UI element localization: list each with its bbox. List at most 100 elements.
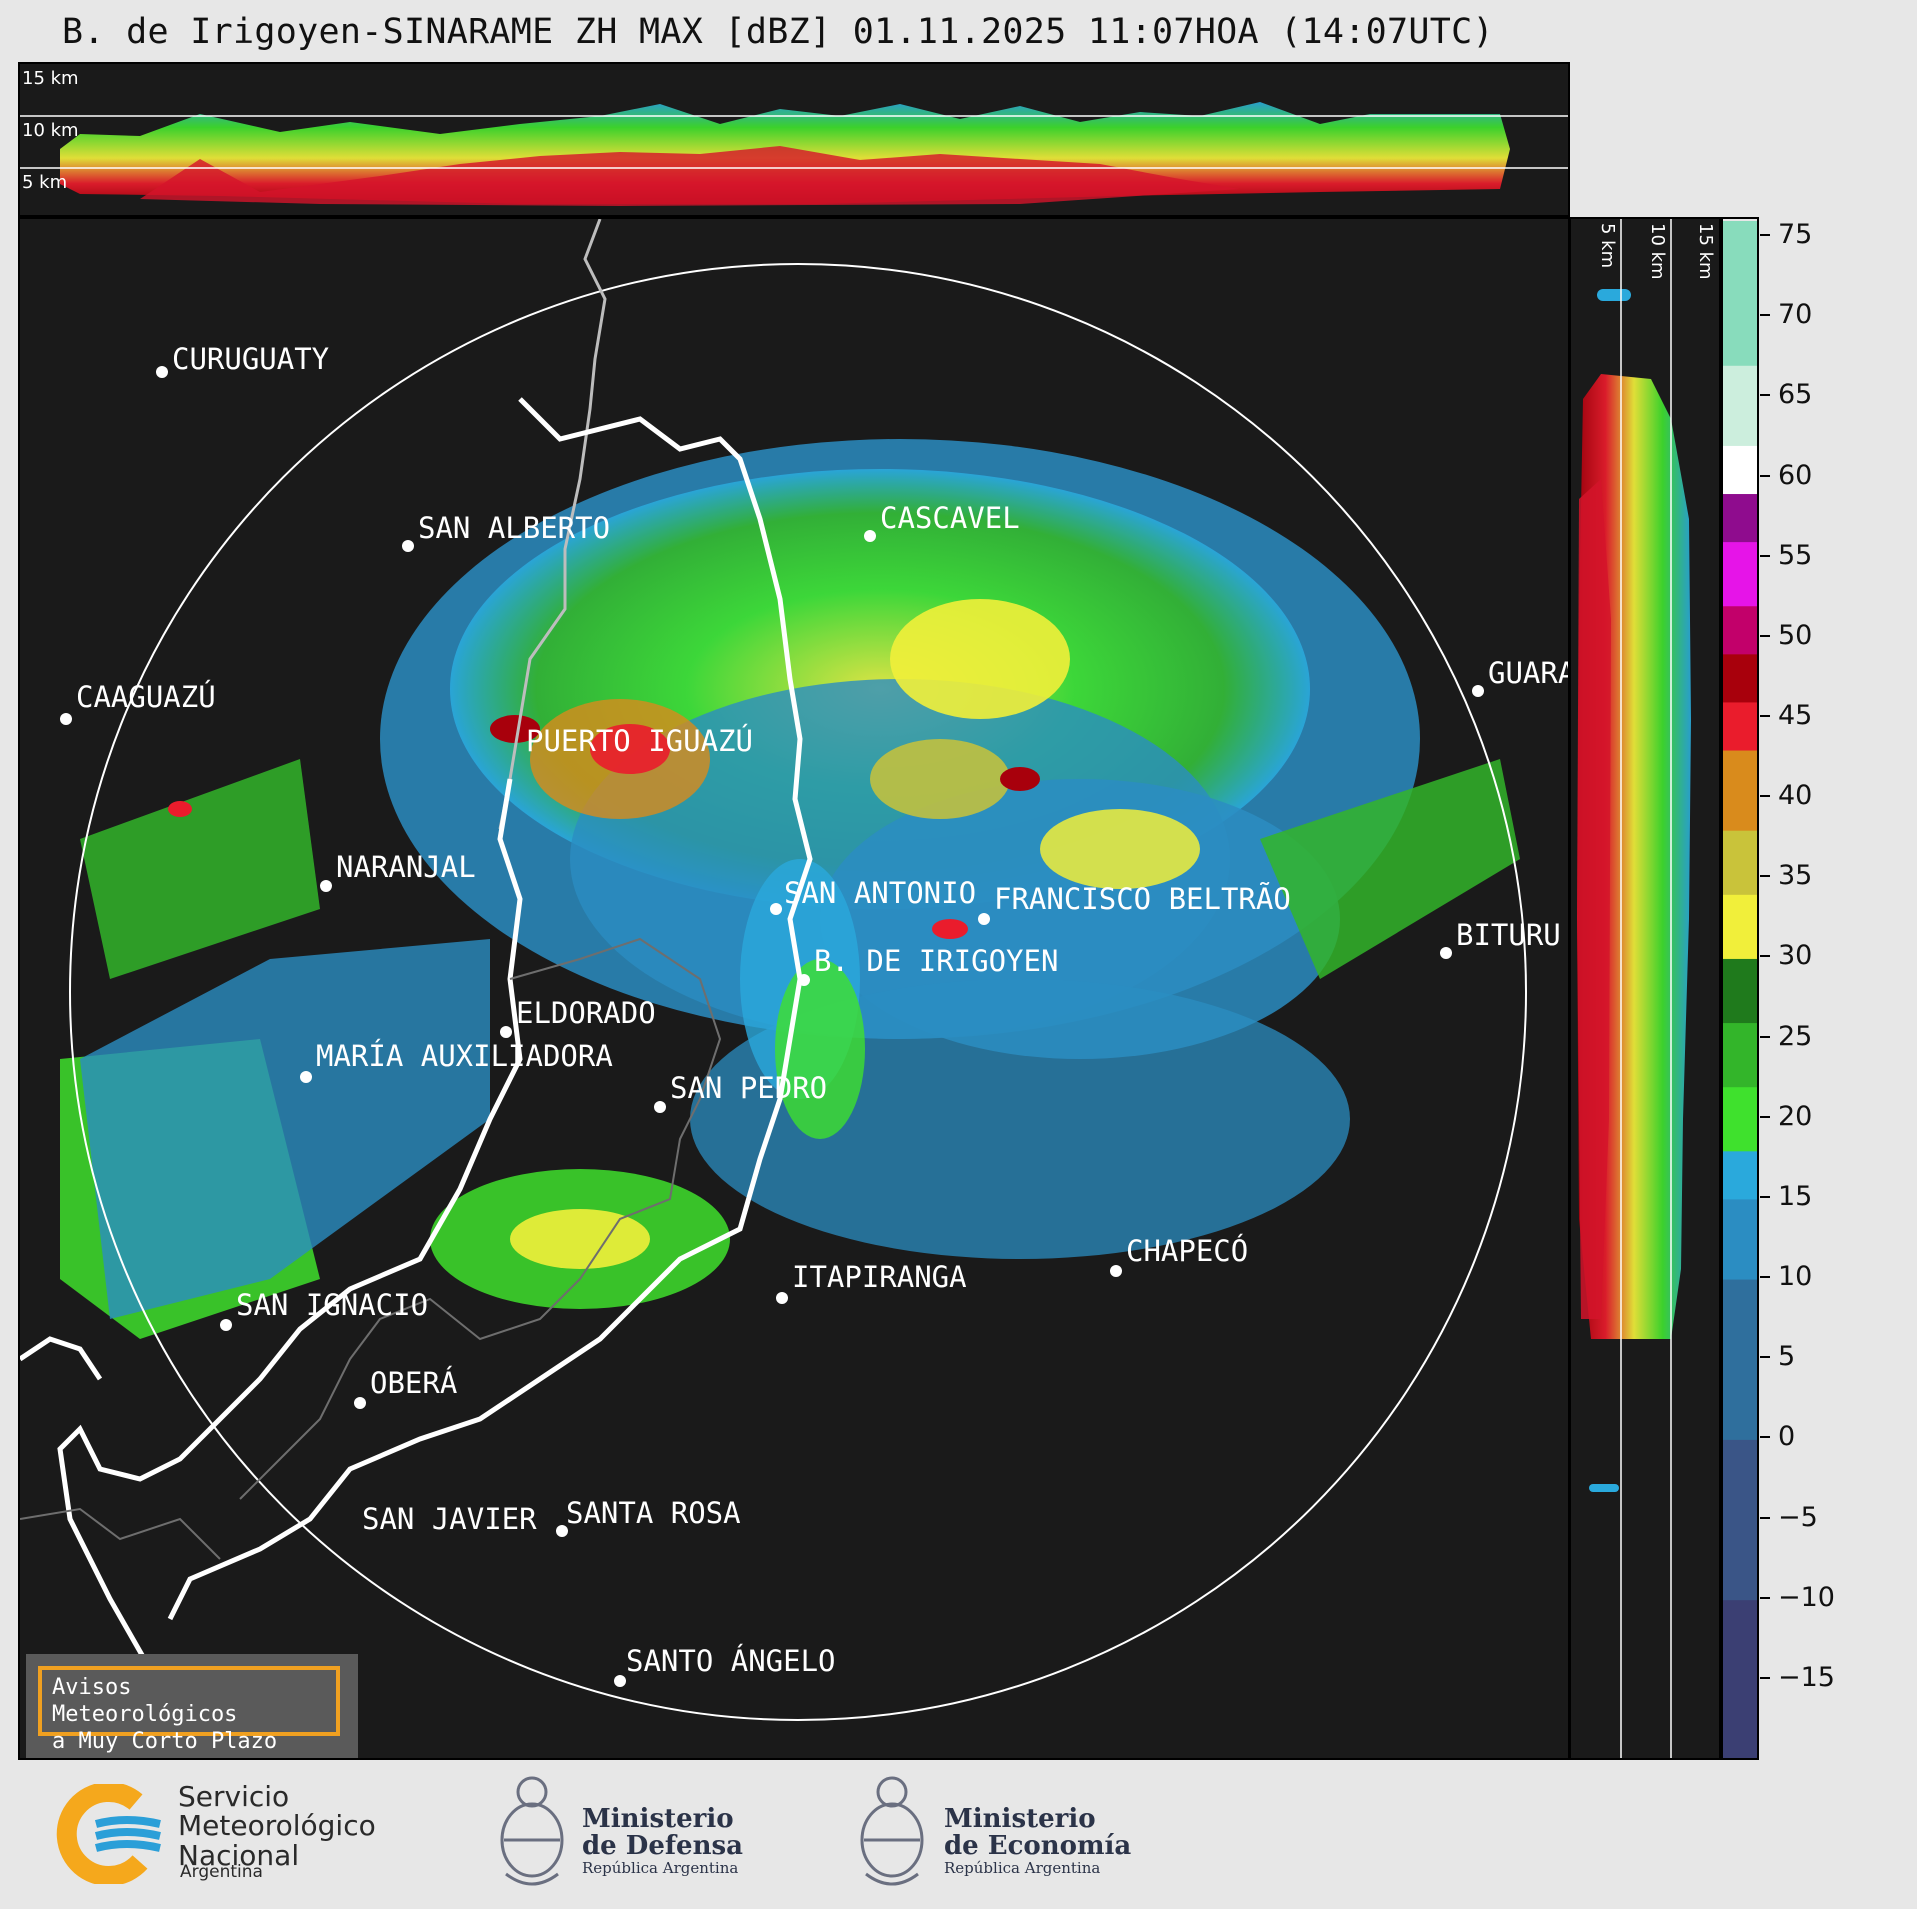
colorbar-band-15 [1723,493,1757,543]
borders [20,219,813,1758]
colorbar-tick-mark [1760,234,1770,237]
city-label-bituru: BITURU [1456,918,1561,952]
city-dot-san-antonio [770,903,782,915]
city-label-obera: OBERÁ [370,1366,458,1400]
city-dot-francisco-beltrao [978,913,990,925]
colorbar-tick-mark [1760,1596,1770,1599]
city-dot-cascavel [864,530,876,542]
city-dot-bituru [1440,947,1452,959]
colorbar-tick-label: 0 [1778,1421,1796,1453]
range-ring [69,263,1527,1721]
city-label-cascavel: CASCAVEL [880,501,1020,535]
city-dot-naranjal [320,880,332,892]
colorbar-tick-label: 20 [1778,1100,1813,1132]
side-height-label-5km: 5 km [1597,223,1618,269]
city-label-chapeco: CHAPECÓ [1126,1234,1249,1268]
colorbar-band-8 [1723,894,1757,959]
colorbar-tick-mark [1760,1516,1770,1519]
notice-line-2: a Muy Corto Plazo [52,1729,278,1754]
top-cross-section-echoes [20,102,1568,206]
city-label-curuguaty: CURUGUATY [172,342,330,376]
side-height-label-10km: 10 km [1647,223,1668,280]
city-dot-b-de-irigoyen [798,974,810,986]
radar-map-panel: CURUGUATY SAN ALBERTO CAAGUAZÚ CASCAVEL … [18,217,1570,1760]
defensa-name-line-2: de Defensa [582,1831,743,1862]
colorbar-tick-mark [1760,1676,1770,1679]
colorbar-tick-label: 70 [1778,299,1813,331]
colorbar-tick-mark [1760,1356,1770,1359]
colorbar-band-1 [1723,1439,1757,1601]
city-dot-san-alberto [402,540,414,552]
colorbar-band-6 [1723,1022,1757,1088]
colorbar-tick-label: −15 [1778,1661,1835,1693]
colorbar-band-16 [1723,445,1757,495]
notice-line-1: Avisos Meteorológicos [52,1675,238,1727]
city-dot-curuguaty [156,366,168,378]
colorbar-tick-mark [1760,875,1770,878]
colorbar-tick-mark [1760,714,1770,717]
colorbar-tick-label: 5 [1778,1341,1796,1373]
city-label-caaguazu: CAAGUAZÚ [76,680,216,714]
dbz-colorbar [1721,217,1759,1760]
colorbar-band-3 [1723,1198,1757,1280]
colorbar-tick-label: −10 [1778,1581,1835,1613]
colorbar-tick-label: 60 [1778,459,1813,491]
top-cross-section-panel: 15 km 10 km 5 km [18,62,1570,217]
city-label-santo-angelo: SANTO ÁNGELO [626,1644,836,1678]
side-cross-section-echoes [1577,219,1691,1758]
city-label-san-javier: SAN JAVIER [362,1502,537,1536]
economia-seal-icon [854,1774,930,1902]
city-label-san-pedro: SAN PEDRO [670,1071,828,1105]
colorbar-band-14 [1723,541,1757,607]
city-label-naranjal: NARANJAL [336,850,476,884]
colorbar-tick-label: 40 [1778,780,1813,812]
colorbar-tick-label: 25 [1778,1020,1813,1052]
colorbar-tick-mark [1760,474,1770,477]
economia-name-line-1: Ministerio [944,1804,1096,1834]
colorbar-tick-label: 10 [1778,1261,1813,1293]
city-dot-caaguazu [60,713,72,725]
notice-box-frame: Avisos Meteorológicos a Muy Corto Plazo [38,1666,340,1754]
smn-name-line-1: Servicio [178,1780,290,1813]
colorbar-tick-mark [1760,1195,1770,1198]
city-dot-santo-angelo [614,1675,626,1687]
border-line-north [498,219,607,830]
colorbar-tick-label: 30 [1778,940,1813,972]
radar-echoes [60,439,1520,1339]
colorbar-band-7 [1723,958,1757,1024]
defensa-seal-icon [494,1774,570,1902]
city-label-san-alberto: SAN ALBERTO [418,511,611,545]
city-dot-chapeco [1110,1265,1122,1277]
smn-logo-icon [56,1782,166,1888]
smn-logo-text: Servicio Meteorológico Nacional [178,1780,376,1872]
city-dot-santa-rosa [556,1525,568,1537]
colorbar-tick-mark [1760,1276,1770,1279]
colorbar-tick-mark [1760,394,1770,397]
city-label-b-de-irigoyen: B. DE IRIGOYEN [814,944,1059,978]
city-label-san-ignacio: SAN IGNACIO [236,1288,429,1322]
economia-logo-text: Ministerio de Economía República Argenti… [944,1804,1131,1877]
colorbar-band-5 [1723,1086,1757,1152]
smn-name-line-2: Meteorológico [178,1809,376,1843]
smn-name-line-3: Nacional [178,1838,300,1872]
city-dot-guara [1472,685,1484,697]
colorbar-tick-mark [1760,1035,1770,1038]
city-label-eldorado: ELDORADO [516,996,656,1030]
colorbar-band-17 [1723,365,1757,446]
economia-country: República Argentina [944,1858,1101,1877]
chart-title: B. de Irigoyen-SINARAME ZH MAX [dBZ] 01.… [62,12,1494,52]
defensa-country: República Argentina [582,1858,739,1877]
defensa-logo-text: Ministerio de Defensa República Argentin… [582,1805,743,1877]
colorbar-tick-mark [1760,1115,1770,1118]
colorbar-band-12 [1723,653,1757,703]
city-dot-eldorado [500,1026,512,1038]
notice-box[interactable]: Avisos Meteorológicos a Muy Corto Plazo [26,1654,358,1758]
colorbar-band-13 [1723,605,1757,655]
colorbar-band-9 [1723,830,1757,895]
colorbar-tick-mark [1760,1436,1770,1439]
colorbar-band-2 [1723,1279,1757,1440]
colorbar-band-10 [1723,750,1757,831]
city-dot-san-ignacio [220,1319,232,1331]
city-label-francisco-beltrao: FRANCISCO BELTRÃO [994,882,1291,916]
colorbar-tick-label: 15 [1778,1180,1813,1212]
